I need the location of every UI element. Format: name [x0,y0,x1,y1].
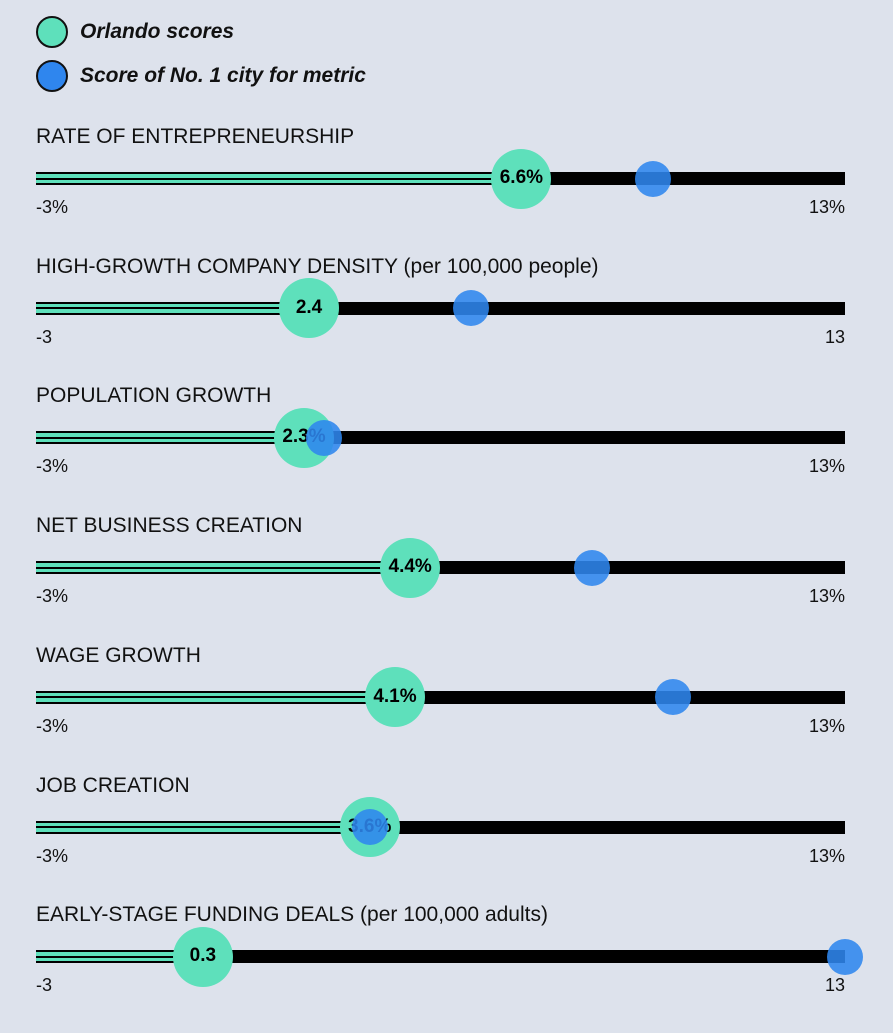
axis-max-label: 13% [808,586,845,607]
metric-title: NET BUSINESS CREATION [36,514,303,538]
orlando-score-label: 4.4% [388,556,432,578]
orlando-range-line [36,177,522,180]
top-city-score-dot [827,938,863,975]
legend-swatch-orlando [36,16,68,48]
metric-row: NET BUSINESS CREATION 4.4% -3% 13% [0,514,893,644]
orlando-score-dot [279,278,340,339]
legend: Orlando scores Score of No. 1 city for m… [36,10,366,98]
top-city-score-dot [351,809,388,845]
orlando-range-line [36,955,203,958]
orlando-score-label: 0.3 [189,945,217,967]
legend-item-top-city: Score of No. 1 city for metric [36,54,366,98]
metric-row: HIGH-GROWTH COMPANY DENSITY (per 100,000… [0,255,893,385]
axis-max-label: 13 [824,326,845,347]
metric-row: RATE OF ENTREPRENEURSHIP 6.6% -3% 13% [0,125,893,255]
top-city-score-dot [634,160,671,197]
metric-title: HIGH-GROWTH COMPANY DENSITY (per 100,000… [36,254,599,278]
metric-title: POPULATION GROWTH [36,384,272,408]
orlando-range-line [36,826,370,828]
axis-min-label: -3% [36,845,69,866]
orlando-score-dot [380,537,441,598]
orlando-range-line [36,307,310,310]
metric-title: EARLY-STAGE FUNDING DEALS (per 100,000 a… [36,903,548,927]
legend-item-orlando: Orlando scores [36,10,366,54]
metric-row: WAGE GROWTH 4.1% -3% 13% [0,644,893,774]
axis-min-label: -3% [36,715,69,736]
orlando-score-dot [491,148,552,209]
metric-title: RATE OF ENTREPRENEURSHIP [36,125,355,148]
orlando-score-label: 2.4 [295,296,323,318]
orlando-score-label: 6.6% [499,167,544,188]
axis-min-label: -3% [36,586,69,607]
metric-row: JOB CREATION3.6%-3%13% [0,774,893,904]
axis-min-label: -3% [36,456,69,477]
top-city-score-dot [306,419,343,456]
axis-max-label: 13% [808,456,845,477]
top-city-score-dot [655,679,692,716]
axis-max-label: 13% [808,197,845,217]
axis-min-label: -3 [36,326,53,347]
orlando-score-dot [172,926,233,987]
top-city-score-dot [574,549,611,586]
top-city-score-dot [452,290,489,327]
legend-label-orlando: Orlando scores [80,20,235,43]
metric-track [36,950,845,964]
orlando-range-line [36,436,304,439]
axis-max-label: 13% [808,845,845,866]
metric-title: JOB CREATION [36,773,190,797]
orlando-score-dot [364,667,425,728]
metric-row: EARLY-STAGE FUNDING DEALS (per 100,000 a… [0,903,893,1033]
orlando-range-line [36,566,411,569]
legend-label-top-city: Score of No. 1 city for metric [80,64,366,87]
orlando-range-line [36,696,395,699]
legend-swatch-top-city [36,60,68,92]
axis-max-label: 13 [824,975,845,996]
axis-max-label: 13% [808,715,845,736]
metric-row: POPULATION GROWTH 2.3% -3% 13% [0,384,893,514]
axis-min-label: -3% [36,197,69,217]
metric-title: WAGE GROWTH [36,643,201,667]
orlando-score-label: 4.1% [373,685,417,707]
axis-min-label: -3 [36,975,53,996]
